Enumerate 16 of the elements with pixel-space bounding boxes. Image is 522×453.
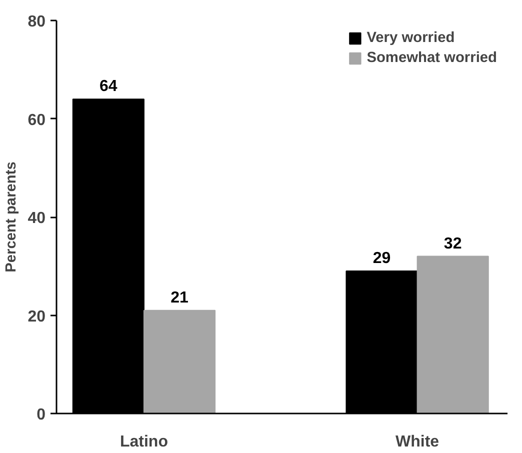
y-tick-label: 40 <box>28 210 46 227</box>
data-label: 32 <box>444 235 462 252</box>
bar <box>416 256 489 414</box>
y-axis-title: Percent parents <box>4 162 20 272</box>
legend-label: Very worried <box>366 30 455 46</box>
data-label: 21 <box>170 289 188 306</box>
x-tick-label: White <box>396 434 440 450</box>
y-tick-label: 60 <box>28 112 46 129</box>
y-tick-label: 0 <box>36 406 46 424</box>
y-tick-label: 20 <box>28 308 46 326</box>
x-tick-label: Latino <box>120 434 168 450</box>
data-label: 64 <box>100 78 118 96</box>
legend-label: Somewhat worried <box>366 50 497 66</box>
y-tick-label: 80 <box>28 14 46 30</box>
bar <box>143 310 216 414</box>
data-label: 29 <box>372 250 391 268</box>
